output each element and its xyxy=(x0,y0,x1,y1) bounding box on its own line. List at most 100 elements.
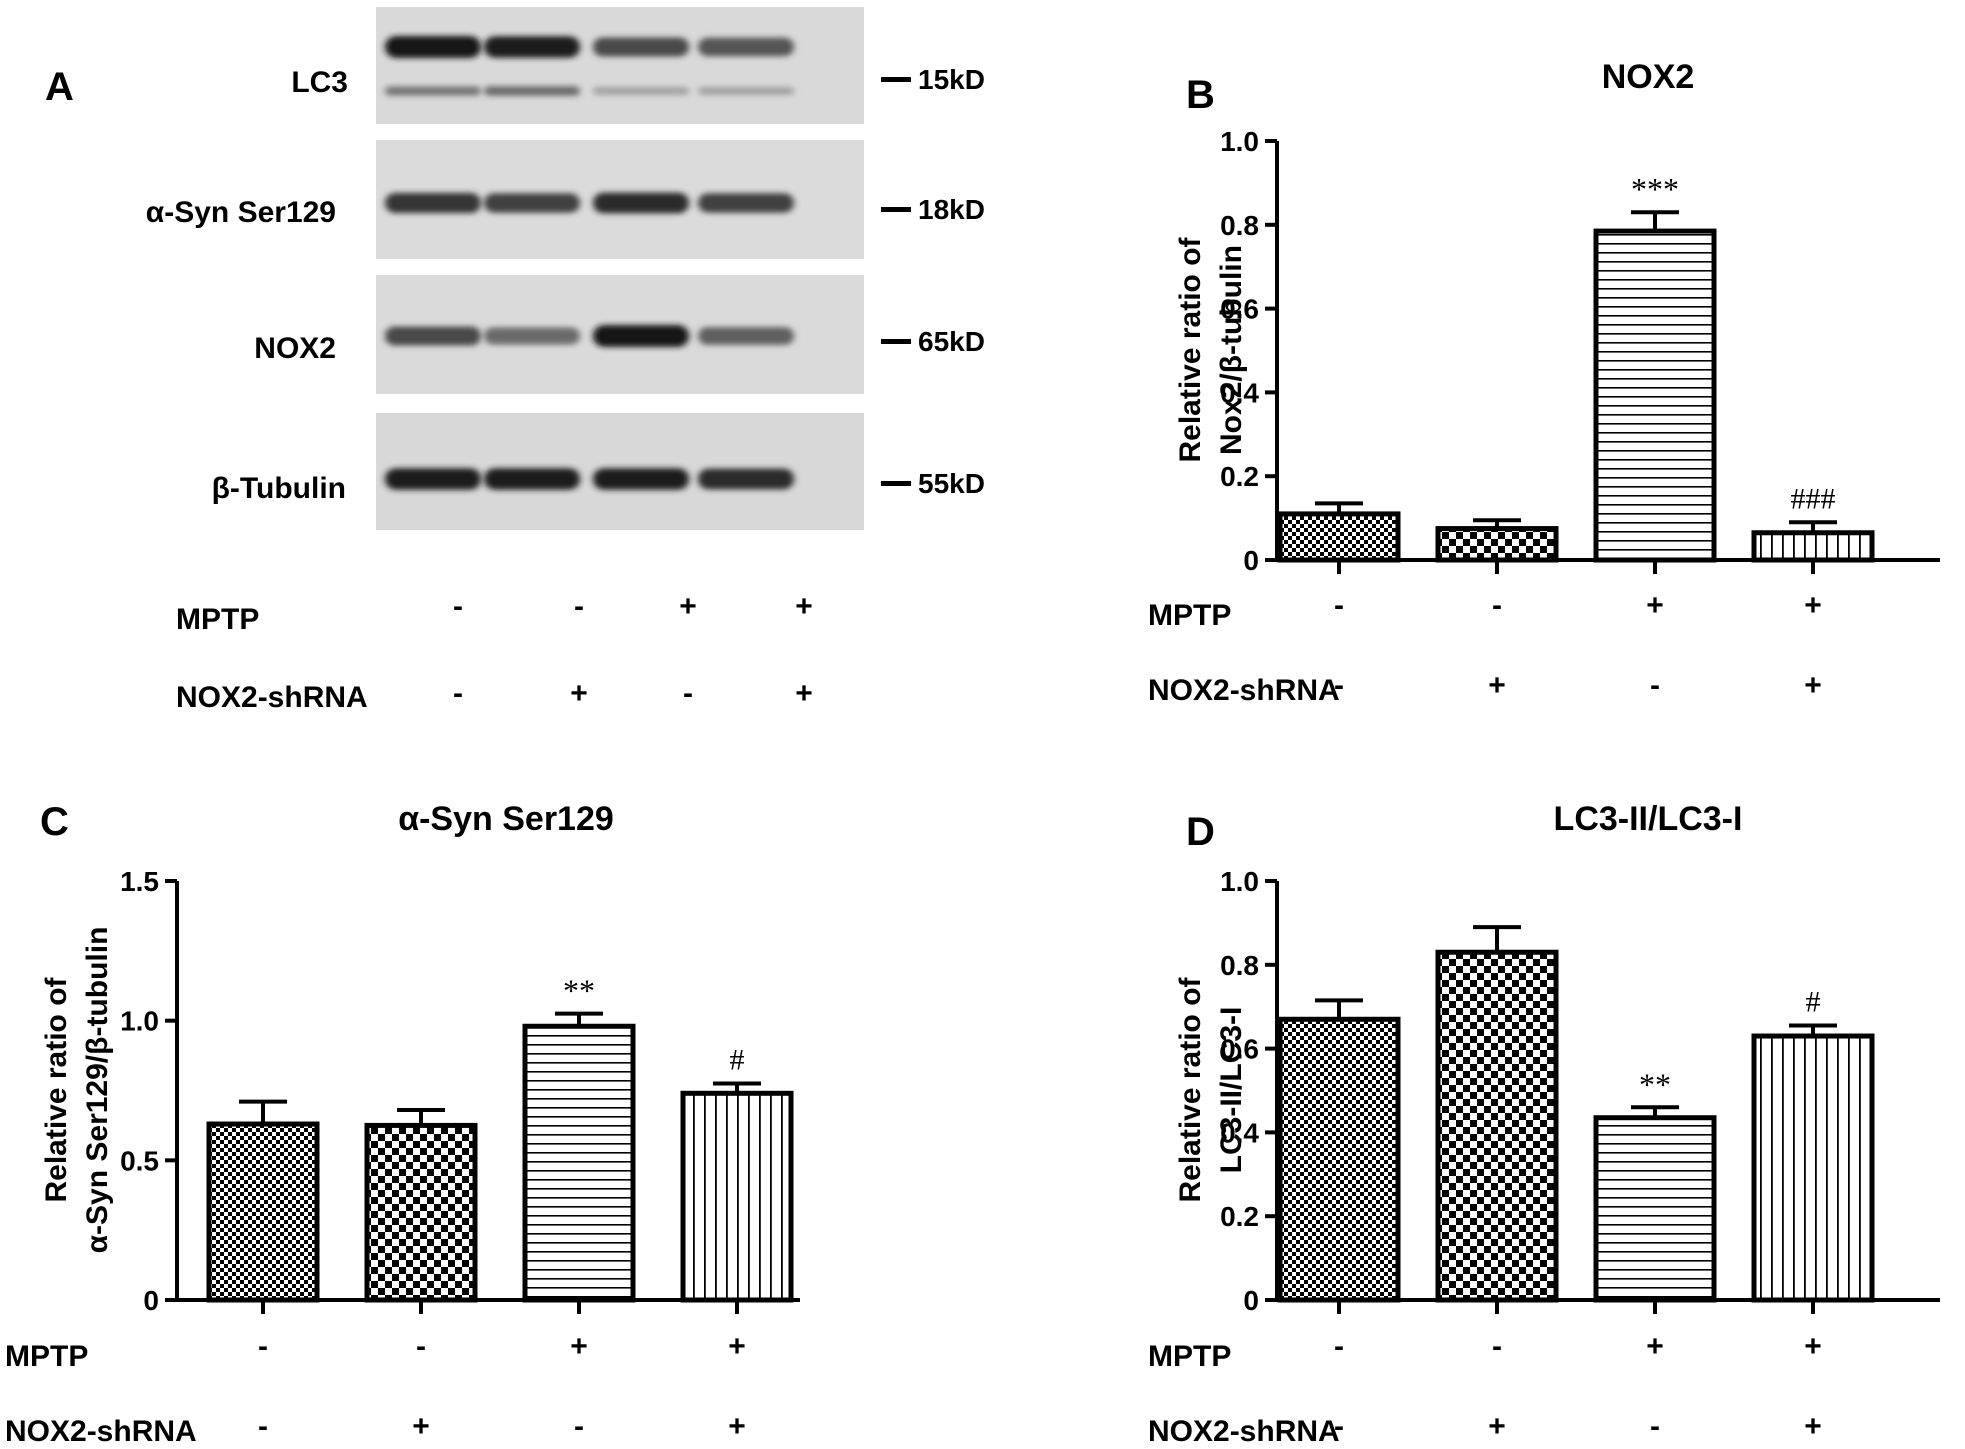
condition-value: - xyxy=(453,677,463,710)
condition-label: MPTP xyxy=(5,1340,88,1373)
condition-label-nox2-shrna: NOX2-shRNA xyxy=(176,681,368,714)
condition-label: NOX2-shRNA xyxy=(5,1415,197,1448)
y-tick-label: 0.8 xyxy=(1220,210,1259,241)
bar xyxy=(1277,1016,1401,1303)
bar xyxy=(206,1121,320,1303)
condition-value: - xyxy=(1492,1330,1502,1363)
blot-band xyxy=(593,86,689,96)
blot-band xyxy=(593,37,689,57)
blot-band xyxy=(698,86,794,96)
y-tick-label: 0.2 xyxy=(1220,461,1259,492)
significance-annotation: ### xyxy=(1791,482,1836,515)
condition-value: - xyxy=(416,1330,426,1363)
y-tick-label: 0.4 xyxy=(1220,1117,1259,1148)
condition-value: - xyxy=(258,1330,268,1363)
blot-band xyxy=(484,36,580,58)
condition-value: + xyxy=(1804,589,1822,622)
blot-band xyxy=(593,468,689,490)
significance-annotation: ** xyxy=(1639,1066,1671,1102)
condition-value: + xyxy=(412,1410,430,1443)
blot-band xyxy=(385,326,481,346)
marker-tick xyxy=(881,207,911,212)
significance-annotation: *** xyxy=(1631,171,1679,207)
condition-value: - xyxy=(1334,589,1344,622)
blot-b-tubulin: β-Tubulin 55kD xyxy=(212,413,985,530)
blot-bands xyxy=(385,468,794,490)
blot-syn-ser129: α-Syn Ser129 18kD xyxy=(146,140,985,259)
marker-label: 18kD xyxy=(918,194,985,225)
y-tick-label: 0.6 xyxy=(1220,294,1259,325)
y-axis-label: LC3-II/LC3-I xyxy=(1215,1007,1248,1174)
significance-annotation: # xyxy=(1806,986,1821,1019)
condition-value: + xyxy=(570,677,588,710)
blot-band xyxy=(385,192,481,214)
condition-value: - xyxy=(574,590,584,623)
blot-band xyxy=(593,325,689,347)
bar xyxy=(1593,228,1717,563)
chart-title: α-Syn Ser129 xyxy=(398,800,614,838)
y-tick-label: 0.2 xyxy=(1220,1201,1259,1232)
condition-value: - xyxy=(1334,1330,1344,1363)
marker-tick xyxy=(881,481,911,486)
y-tick-label: 1.5 xyxy=(120,866,159,897)
blot-lc3: LC3 15kD xyxy=(291,7,985,124)
blot-label: α-Syn Ser129 xyxy=(146,196,336,229)
marker-label: 65kD xyxy=(918,326,985,357)
blot-bands xyxy=(385,36,794,96)
significance-annotation: ** xyxy=(563,973,595,1009)
chart-title: NOX2 xyxy=(1602,58,1695,96)
blot-band xyxy=(385,468,481,490)
condition-value: + xyxy=(1646,1330,1664,1363)
bar xyxy=(1277,511,1401,563)
y-tick-label: 1.0 xyxy=(120,1006,159,1037)
condition-value: + xyxy=(1804,669,1822,702)
y-tick-label: 0.4 xyxy=(1220,377,1259,408)
condition-value: + xyxy=(570,1330,588,1363)
condition-value: - xyxy=(258,1410,268,1443)
blot-label: NOX2 xyxy=(254,332,336,365)
blot-band xyxy=(484,468,580,490)
blot-membrane xyxy=(376,7,864,124)
condition-label: NOX2-shRNA xyxy=(1148,674,1340,707)
y-axis-label: Relative ratio of xyxy=(40,976,73,1202)
condition-value: - xyxy=(574,1410,584,1443)
condition-value: - xyxy=(453,590,463,623)
y-axis-label: Relative ratio of xyxy=(1174,976,1207,1202)
panel-letter: B xyxy=(1186,73,1215,117)
condition-value: + xyxy=(795,677,813,710)
marker-tick xyxy=(881,77,911,82)
condition-value: - xyxy=(1334,1410,1344,1443)
y-tick-label: 0 xyxy=(1243,545,1259,576)
bar xyxy=(1435,526,1559,563)
blot-band xyxy=(385,36,481,58)
y-axis-label: Relative ratio of xyxy=(1174,236,1207,462)
bar xyxy=(364,1122,478,1303)
y-tick-label: 0.5 xyxy=(120,1145,159,1176)
panel-a: A LC3 15kD α-Syn Ser129 18kD NOX2 65kD β… xyxy=(45,7,985,714)
condition-value: - xyxy=(1650,1410,1660,1443)
marker-label: 55kD xyxy=(918,468,985,499)
blot-band xyxy=(484,193,580,213)
blot-bands xyxy=(385,325,794,347)
panel-letter: C xyxy=(40,800,69,844)
condition-value: + xyxy=(1488,669,1506,702)
y-tick-label: 1.0 xyxy=(1220,866,1259,897)
blot-band xyxy=(698,37,794,57)
marker-label: 15kD xyxy=(918,64,985,95)
blot-label: β-Tubulin xyxy=(212,472,346,505)
blot-band xyxy=(698,193,794,213)
y-axis-label: α-Syn Ser129/β-tubulin xyxy=(81,927,114,1254)
blot-nox2: NOX2 65kD xyxy=(254,275,985,394)
bar xyxy=(1751,1033,1875,1303)
condition-label: MPTP xyxy=(1148,1340,1231,1373)
blot-band xyxy=(385,86,481,96)
significance-annotation: # xyxy=(730,1044,745,1077)
panel-b-chart: B NOX2 Relative ratio of Nox2/β-tubulin 0 0.2… xyxy=(1148,58,1940,707)
panel-letter: D xyxy=(1186,810,1215,854)
condition-value: + xyxy=(1646,589,1664,622)
bar xyxy=(1435,949,1559,1303)
bar xyxy=(522,1023,636,1303)
condition-value: - xyxy=(1492,589,1502,622)
